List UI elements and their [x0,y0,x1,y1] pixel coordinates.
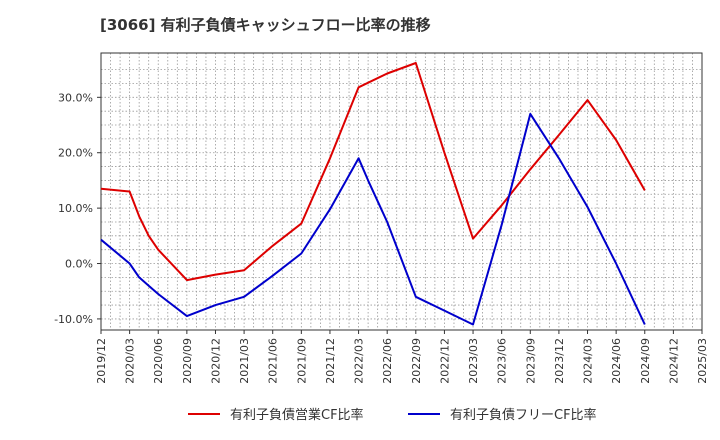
plot-background [101,53,702,330]
y-tick-label: 10.0% [58,202,93,215]
x-tick-label: 2024/09 [639,338,652,384]
x-tick-label: 2022/03 [353,338,366,384]
grid [100,53,703,330]
chart-title: [3066] 有利子負債キャッシュフロー比率の推移 [100,16,431,34]
x-tick-label: 2023/09 [524,338,537,384]
x-tick-label: 2024/06 [610,338,623,384]
y-tick-label: 30.0% [58,91,93,104]
x-tick-label: 2020/06 [152,338,165,384]
x-tick-label: 2023/06 [496,338,509,384]
series-line-1 [100,62,646,282]
y-tick-label: 20.0% [58,147,93,160]
x-tick-label: 2021/06 [267,338,280,384]
x-tick-label: 2025/03 [696,338,709,384]
x-axis: 2019/12 2020/03 2020/06 2020/09 2020/12 2021/… [95,330,709,384]
y-axis: -10.0% 0.0% 10.0% 20.0% 30.0% [54,91,101,326]
x-tick-label: 2021/09 [295,338,308,384]
legend-label-1: 有利子負債営業CF比率 [230,407,364,423]
x-tick-label: 2021/12 [324,338,337,384]
x-tick-label: 2020/09 [181,338,194,384]
series-group [100,62,646,326]
x-tick-label: 2022/12 [438,338,451,384]
x-tick-label: 2020/03 [124,338,137,384]
x-tick-label: 2022/09 [410,338,423,384]
legend-label-2: 有利子負債フリーCF比率 [450,407,597,423]
x-tick-label: 2021/03 [238,338,251,384]
y-tick-label: 0.0% [65,258,93,271]
plot-area [100,52,703,331]
x-tick-label: 2022/06 [381,338,394,384]
y-tick-label: -10.0% [54,313,93,326]
x-tick-label: 2024/03 [582,338,595,384]
x-tick-label: 2019/12 [95,338,108,384]
legend: 有利子負債営業CF比率 有利子負債フリーCF比率 [188,407,597,423]
x-tick-label: 2023/12 [553,338,566,384]
x-tick-label: 2024/12 [667,338,680,384]
x-tick-label: 2023/03 [467,338,480,384]
series-line-2 [100,112,646,326]
x-tick-label: 2020/12 [209,338,222,384]
